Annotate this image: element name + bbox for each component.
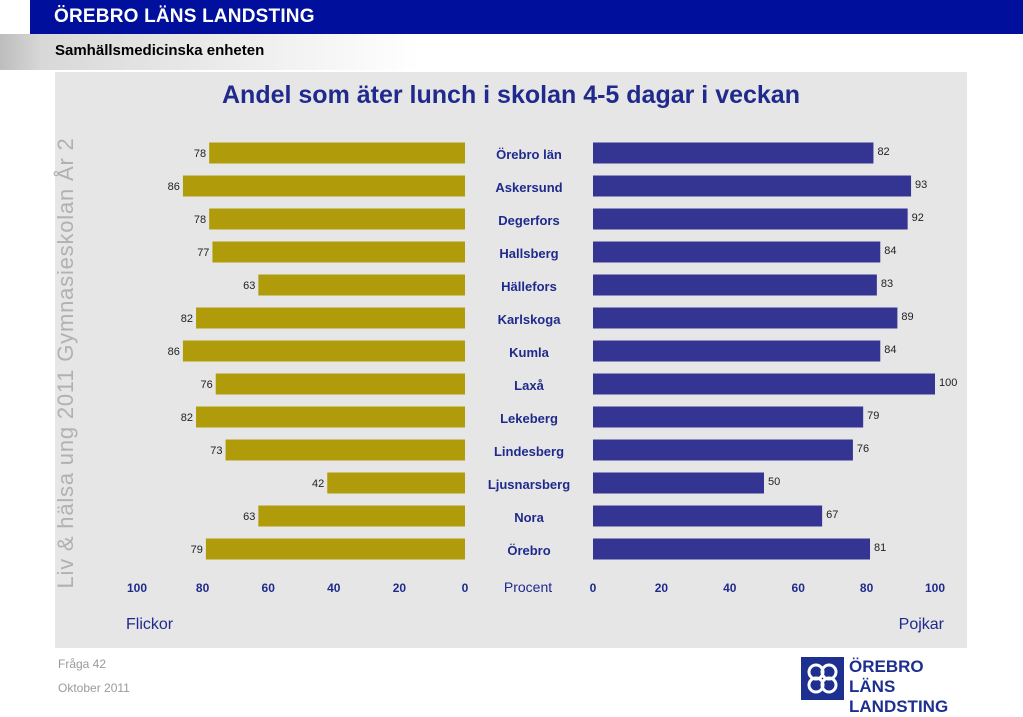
- logo-line1: ÖREBRO LÄNS: [849, 657, 924, 696]
- data-label-flickor: 63: [243, 511, 255, 523]
- bar-pojkar: [593, 274, 877, 296]
- bar-flickor: [327, 472, 465, 494]
- category-label: Kumla: [509, 345, 550, 360]
- bar-pojkar: [593, 505, 823, 527]
- category-label: Hallsberg: [499, 246, 558, 261]
- bar-flickor: [258, 274, 465, 296]
- bar-pojkar: [593, 241, 881, 263]
- category-label: Askersund: [495, 180, 562, 195]
- header-title: ÖREBRO LÄNS LANDSTING: [54, 6, 315, 27]
- x-tick-left: 60: [262, 581, 276, 595]
- bar-pojkar: [593, 340, 881, 362]
- bar-pojkar: [593, 307, 898, 329]
- bar-pojkar: [593, 406, 864, 428]
- category-label: Degerfors: [498, 213, 559, 228]
- bar-flickor: [225, 439, 465, 461]
- data-label-flickor: 79: [191, 544, 203, 556]
- category-label: Lindesberg: [494, 444, 564, 459]
- data-label-pojkar: 93: [915, 179, 927, 191]
- category-label: Hällefors: [501, 279, 557, 294]
- center-axis-label: Procent: [504, 579, 552, 595]
- data-label-pojkar: 89: [901, 311, 913, 323]
- data-label-pojkar: 79: [867, 410, 879, 422]
- logo-text: ÖREBRO LÄNS LANDSTING: [849, 657, 961, 717]
- x-tick-left: 100: [127, 581, 147, 595]
- category-label: Laxå: [514, 378, 544, 393]
- bar-flickor: [205, 538, 465, 560]
- bar-flickor: [196, 406, 466, 428]
- subheader-title: Samhällsmedicinska enheten: [55, 42, 265, 59]
- data-label-pojkar: 92: [912, 212, 924, 224]
- data-label-flickor: 78: [194, 214, 206, 226]
- bar-pojkar: [593, 373, 935, 395]
- bar-flickor: [258, 505, 465, 527]
- x-tick-right: 40: [723, 581, 737, 595]
- x-tick-right: 80: [860, 581, 874, 595]
- header-bar: [0, 0, 1023, 34]
- data-label-pojkar: 67: [826, 509, 838, 521]
- category-label: Lekeberg: [500, 411, 558, 426]
- bar-flickor: [209, 208, 465, 230]
- bar-pojkar: [593, 208, 908, 230]
- x-tick-right: 60: [792, 581, 806, 595]
- logo-line2: LANDSTING: [849, 697, 949, 716]
- data-label-flickor: 73: [210, 445, 222, 457]
- legend-pojkar: Pojkar: [899, 616, 945, 633]
- data-label-flickor: 63: [243, 280, 255, 292]
- category-label: Nora: [514, 510, 544, 525]
- data-label-pojkar: 83: [881, 278, 893, 290]
- bar-flickor: [196, 307, 466, 329]
- x-tick-left: 80: [196, 581, 210, 595]
- x-tick-left: 0: [462, 581, 469, 595]
- chart-title: Andel som äter lunch i skolan 4-5 dagar …: [222, 81, 800, 109]
- bar-flickor: [212, 241, 465, 263]
- data-label-flickor: 77: [197, 247, 209, 259]
- bar-pojkar: [593, 142, 874, 164]
- footer-question: Fråga 42: [58, 657, 107, 671]
- bar-pojkar: [593, 175, 912, 197]
- bar-pojkar: [593, 439, 853, 461]
- data-label-pojkar: 76: [857, 443, 869, 455]
- x-tick-right: 0: [590, 581, 597, 595]
- data-label-pojkar: 84: [884, 344, 896, 356]
- bar-flickor: [182, 175, 466, 197]
- category-label: Örebro län: [496, 147, 562, 162]
- data-label-flickor: 82: [181, 313, 193, 325]
- x-tick-left: 40: [327, 581, 341, 595]
- category-label: Örebro: [507, 543, 550, 558]
- x-tick-left: 20: [393, 581, 407, 595]
- data-label-pojkar: 82: [877, 146, 889, 158]
- x-tick-right: 100: [925, 581, 945, 595]
- data-label-flickor: 78: [194, 148, 206, 160]
- data-label-flickor: 42: [312, 478, 324, 490]
- legend-flickor: Flickor: [126, 616, 174, 633]
- x-tick-right: 20: [655, 581, 669, 595]
- data-label-flickor: 82: [181, 412, 193, 424]
- bar-flickor: [182, 340, 466, 362]
- footer-date: Oktober 2011: [58, 681, 130, 695]
- data-label-pojkar: 100: [939, 377, 957, 389]
- bar-pojkar: [593, 538, 871, 560]
- data-label-pojkar: 50: [768, 476, 780, 488]
- data-label-flickor: 86: [168, 346, 180, 358]
- subheader-bar: [0, 34, 420, 70]
- bar-flickor: [215, 373, 465, 395]
- data-label-pojkar: 81: [874, 542, 886, 554]
- data-label-flickor: 76: [200, 379, 212, 391]
- bar-pojkar: [593, 472, 764, 494]
- bar-flickor: [209, 142, 465, 164]
- data-label-pojkar: 84: [884, 245, 896, 257]
- data-label-flickor: 86: [168, 181, 180, 193]
- landsting-logo: ÖREBRO LÄNS LANDSTING: [801, 656, 961, 716]
- category-label: Karlskoga: [498, 312, 562, 327]
- logo-emblem-icon: [801, 657, 844, 700]
- category-label: Ljusnarsberg: [488, 477, 570, 492]
